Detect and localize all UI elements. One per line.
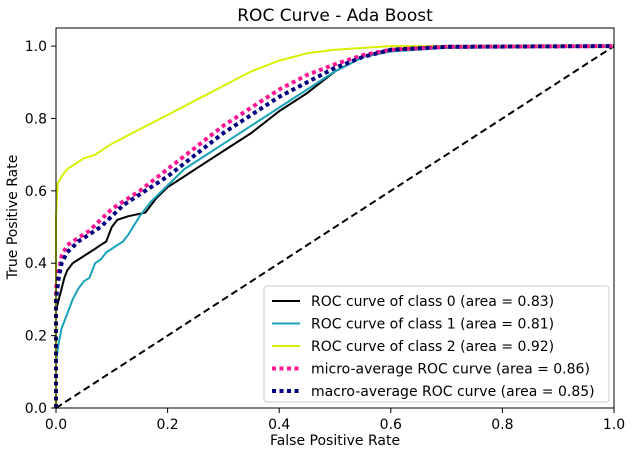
x-tick-label: 0.0 xyxy=(45,417,67,433)
plot-frame xyxy=(55,27,615,409)
plot-area: 0.0 0.2 0.4 0.6 0.8 1.0 0.0 0.2 0.4 0.6 0.8 1.0 xyxy=(25,27,625,433)
series-line-0 xyxy=(55,45,614,408)
y-tick-label: 0.2 xyxy=(25,329,47,345)
x-tick-label: 0.2 xyxy=(156,417,178,433)
y-tick-label: 0.4 xyxy=(25,256,47,272)
series-line-1 xyxy=(55,45,615,408)
y-axis-label: True Positive Rate xyxy=(5,155,21,281)
x-tick-label: 0.4 xyxy=(268,417,290,433)
series-line-2 xyxy=(55,45,614,408)
chance-diagonal-line xyxy=(55,45,615,409)
chart-title: ROC Curve - Ada Boost xyxy=(237,6,433,26)
legend-entry-label: micro-average ROC curve (area = 0.86) xyxy=(311,362,590,378)
legend: ROC curve of class 0 (area = 0.83) ROC cu… xyxy=(263,285,610,403)
y-tick-label: 0.8 xyxy=(25,111,47,127)
legend-entry-label: macro-average ROC curve (area = 0.85) xyxy=(311,384,595,400)
y-tick-label: 0.6 xyxy=(25,184,47,200)
x-tick-label: 1.0 xyxy=(603,417,625,433)
series-line-3 xyxy=(54,44,615,408)
series-line-4 xyxy=(54,44,615,408)
y-tick-label: 0.0 xyxy=(25,401,47,417)
legend-entry-label: ROC curve of class 1 (area = 0.81) xyxy=(311,317,554,333)
y-tick-label: 1.0 xyxy=(25,39,47,55)
legend-box xyxy=(263,285,610,403)
x-axis-label: False Positive Rate xyxy=(270,433,400,449)
x-tick-label: 0.8 xyxy=(491,417,513,433)
x-tick-label: 0.6 xyxy=(380,417,402,433)
legend-entry-label: ROC curve of class 0 (area = 0.83) xyxy=(311,294,554,310)
legend-entry-label: ROC curve of class 2 (area = 0.92) xyxy=(311,339,554,355)
